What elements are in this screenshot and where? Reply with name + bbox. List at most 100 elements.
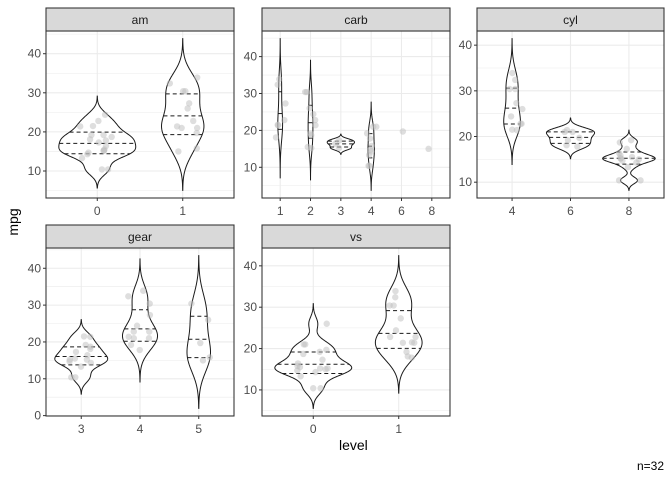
y-tick-label: 10 — [244, 160, 258, 174]
strip-carb — [261, 7, 451, 32]
data-point — [130, 328, 137, 335]
y-tick-label: 30 — [244, 86, 258, 100]
data-point — [519, 105, 526, 113]
data-point — [366, 135, 374, 142]
panel-background — [46, 31, 234, 198]
data-point — [624, 163, 632, 171]
panel-background — [262, 248, 450, 416]
data-point — [78, 154, 86, 162]
data-point — [576, 134, 583, 142]
data-point — [104, 166, 112, 173]
data-point — [197, 339, 204, 347]
data-point — [297, 373, 304, 380]
panel-cyl: 10 20 30 40 4 6 8 cyl — [459, 7, 665, 218]
x-tick-label: 4 — [509, 204, 516, 218]
x-tick-label: 6 — [398, 204, 405, 218]
violin-gear-3 — [54, 319, 109, 395]
data-point — [98, 166, 106, 173]
data-point — [392, 287, 399, 295]
data-point — [72, 348, 80, 356]
violin-am-1 — [161, 38, 205, 191]
data-point — [166, 80, 174, 87]
data-point — [517, 120, 524, 127]
data-point — [392, 294, 399, 301]
data-point — [312, 122, 319, 129]
data-point — [316, 365, 324, 372]
y-tick-label: 30 — [28, 298, 42, 312]
data-point — [300, 350, 307, 358]
data-point — [303, 88, 310, 96]
y-tick-label: 0 — [34, 409, 41, 423]
data-point — [509, 69, 516, 77]
data-point — [282, 100, 289, 107]
data-point — [89, 122, 97, 130]
data-point — [108, 133, 115, 141]
strip-label: vs — [350, 230, 362, 244]
data-point — [146, 311, 154, 319]
strip-gear — [45, 224, 235, 249]
data-point — [513, 126, 521, 134]
data-point — [623, 145, 630, 153]
data-point — [100, 147, 108, 154]
data-point — [397, 315, 404, 322]
data-point — [635, 156, 642, 163]
data-point — [310, 110, 317, 118]
violin-cyl-8 — [602, 129, 656, 191]
data-point — [199, 357, 207, 364]
data-point — [173, 123, 181, 130]
data-point — [140, 287, 147, 294]
data-point — [272, 134, 280, 141]
y-tick-label: 40 — [244, 259, 258, 273]
data-point — [125, 333, 132, 340]
data-point — [366, 162, 373, 170]
y-tick-label: 40 — [244, 50, 258, 64]
data-point — [95, 117, 102, 125]
data-point — [146, 328, 153, 335]
data-point — [146, 300, 153, 307]
y-tick-label: 30 — [459, 84, 473, 98]
data-point — [190, 117, 197, 125]
data-point — [399, 339, 407, 346]
data-point — [77, 363, 85, 370]
data-point — [319, 356, 326, 363]
strip-label: gear — [128, 230, 152, 244]
data-point — [363, 130, 371, 137]
data-point — [193, 124, 201, 132]
y-tick-label: 20 — [244, 123, 258, 137]
data-point — [386, 333, 394, 341]
data-point — [628, 153, 636, 161]
data-point — [130, 335, 138, 342]
data-point — [403, 348, 410, 356]
data-point — [95, 139, 102, 146]
data-point — [308, 144, 315, 152]
x-tick-label: 4 — [368, 204, 375, 218]
y-tick-label: 40 — [28, 261, 42, 275]
panel-background — [262, 31, 450, 198]
data-point — [574, 143, 581, 150]
data-point — [312, 368, 319, 376]
data-point — [76, 123, 84, 130]
strip-cyl — [476, 7, 665, 32]
data-point — [100, 131, 107, 139]
data-point — [193, 145, 201, 152]
x-tick-label: 4 — [137, 422, 144, 436]
data-point — [87, 345, 94, 353]
data-point — [133, 322, 141, 329]
data-point — [294, 362, 301, 370]
data-point — [617, 152, 624, 159]
y-tick-label: 30 — [244, 300, 258, 314]
data-point — [184, 105, 191, 112]
data-point — [83, 356, 91, 363]
data-point — [322, 366, 329, 373]
x-tick-label: 0 — [310, 422, 317, 436]
data-point — [336, 137, 343, 144]
y-tick-label: 40 — [28, 47, 42, 61]
x-tick-label: 5 — [195, 422, 202, 436]
data-point — [508, 126, 516, 133]
data-point — [185, 100, 193, 107]
data-point — [512, 85, 519, 93]
x-tick-label: 8 — [428, 204, 435, 218]
data-point — [316, 348, 323, 356]
strip-label: carb — [344, 13, 368, 27]
data-point — [323, 346, 330, 353]
